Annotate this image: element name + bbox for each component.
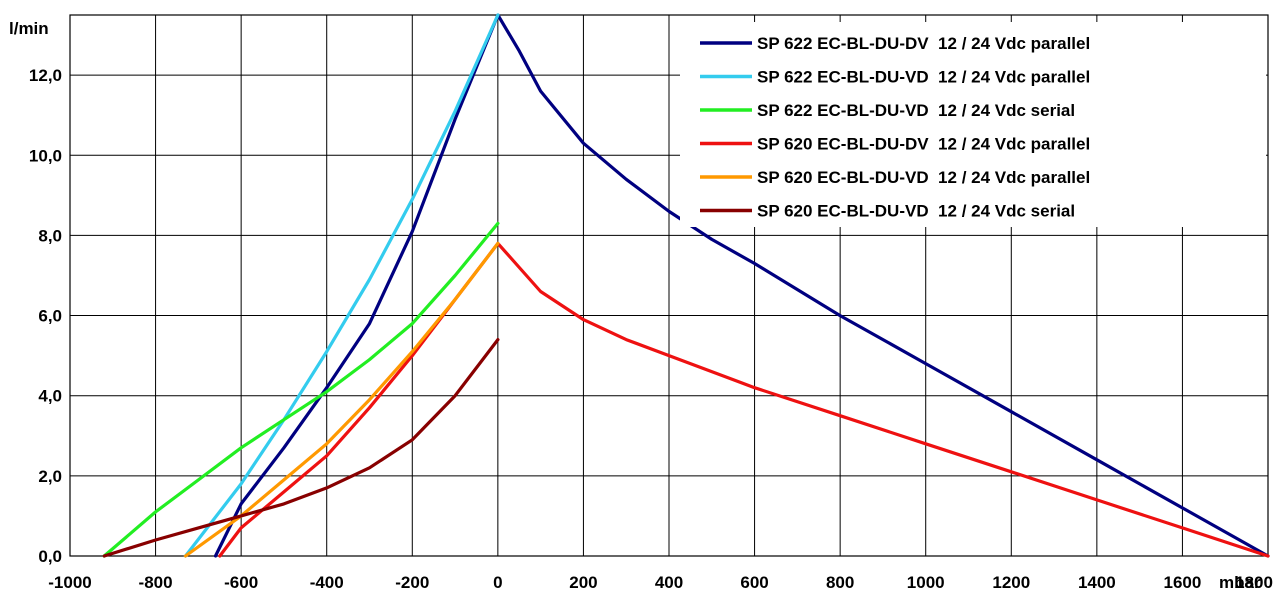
x-tick-label: -800 — [139, 573, 173, 592]
x-tick-label: -200 — [395, 573, 429, 592]
y-tick-label: 8,0 — [38, 226, 62, 245]
legend-label: SP 620 EC-BL-DU-VD 12 / 24 Vdc parallel — [757, 168, 1090, 187]
x-tick-label: 600 — [740, 573, 768, 592]
y-tick-label: 4,0 — [38, 387, 62, 406]
y-tick-label: 2,0 — [38, 467, 62, 486]
x-tick-label: 400 — [655, 573, 683, 592]
series-line-5 — [183, 241, 500, 558]
legend-box — [680, 22, 1266, 227]
series-line-2 — [183, 13, 500, 558]
x-tick-label: 1800 — [1235, 573, 1273, 592]
y-axis-label: l/min — [9, 19, 49, 38]
y-tick-label: 6,0 — [38, 307, 62, 326]
plot-border — [69, 14, 1269, 557]
y-tick-label: 12,0 — [29, 66, 62, 85]
x-tick-label: -1000 — [48, 573, 91, 592]
x-tick-label: -600 — [224, 573, 258, 592]
legend: SP 622 EC-BL-DU-DV 12 / 24 Vdc parallel S… — [680, 22, 1266, 227]
x-tick-label: 1400 — [1078, 573, 1116, 592]
legend-label: SP 620 EC-BL-DU-DV 12 / 24 Vdc parallel — [757, 135, 1090, 154]
data-series — [102, 13, 1270, 558]
x-tick-label: 1200 — [992, 573, 1030, 592]
y-tick-label: 0,0 — [38, 547, 62, 566]
x-axis-label: mbar — [1219, 573, 1261, 592]
x-tick-label: 1000 — [907, 573, 945, 592]
x-tick-label: -400 — [310, 573, 344, 592]
x-tick-label: 200 — [569, 573, 597, 592]
legend-label: SP 622 EC-BL-DU-DV 12 / 24 Vdc parallel — [757, 34, 1090, 53]
y-tick-label: 10,0 — [29, 146, 62, 165]
legend-label: SP 620 EC-BL-DU-VD 12 / 24 Vdc serial — [757, 202, 1075, 221]
legend-label: SP 622 EC-BL-DU-VD 12 / 24 Vdc parallel — [757, 68, 1090, 87]
x-tick-label: 0 — [493, 573, 502, 592]
x-tick-label: 800 — [826, 573, 854, 592]
series-line-3 — [102, 221, 500, 558]
series-line-4 — [218, 241, 1270, 558]
legend-label: SP 622 EC-BL-DU-VD 12 / 24 Vdc serial — [757, 101, 1075, 120]
tick-labels: -1000 -800 -600 -400 -200 0 200 400 600 800 1000 12… — [9, 19, 1273, 592]
series-line-6 — [102, 338, 500, 558]
x-tick-label: 1600 — [1164, 573, 1202, 592]
series-line-1 — [213, 13, 1270, 558]
